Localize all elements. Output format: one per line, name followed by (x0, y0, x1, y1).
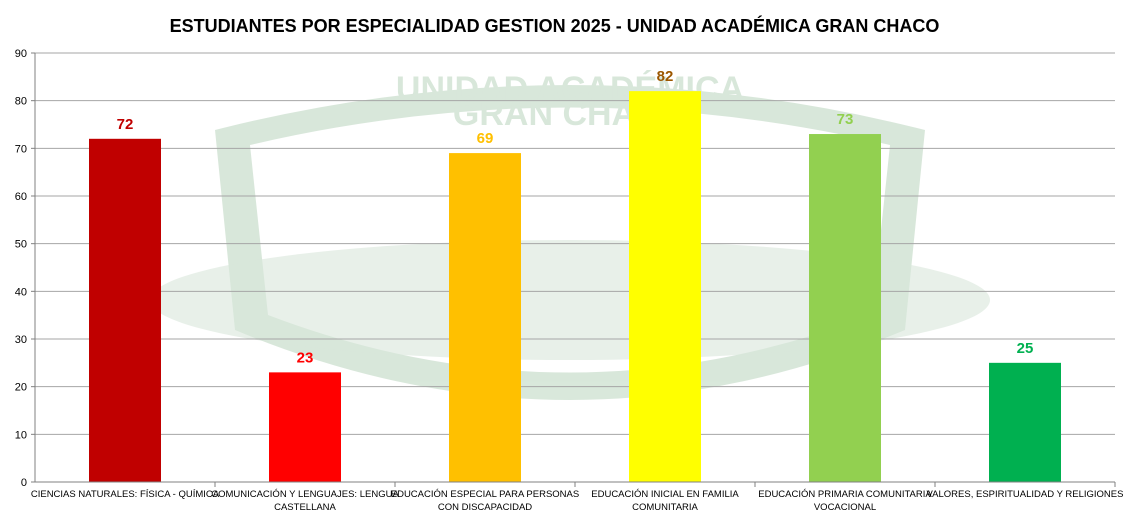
data-label: 82 (657, 68, 674, 85)
y-tick-label: 80 (15, 96, 27, 108)
bar (89, 138, 161, 483)
x-tick-label: COMUNICACIÓN Y LENGUAJES: LENGUA (211, 489, 399, 500)
y-tick-label: 40 (15, 286, 27, 298)
y-tick-label: 0 (21, 477, 27, 489)
x-tick-label: COMUNITARIA (632, 502, 698, 513)
bar (269, 372, 341, 482)
bar (989, 362, 1061, 482)
y-tick-label: 70 (15, 143, 27, 155)
x-tick-label: CON DISCAPACIDAD (438, 502, 532, 513)
watermark-shield (215, 85, 925, 400)
bar (629, 91, 701, 482)
y-tick-label: 90 (15, 48, 27, 60)
x-tick-label: VOCACIONAL (814, 502, 876, 513)
x-tick-label: EDUCACIÓN PRIMARIA COMUNITARIA (758, 489, 932, 500)
watermark-ribbon (150, 240, 990, 360)
y-tick-label: 50 (15, 239, 27, 251)
y-tick-label: 20 (15, 382, 27, 394)
x-tick-label: VALORES, ESPIRITUALIDAD Y RELIGIONES (927, 489, 1124, 500)
data-label: 69 (477, 130, 494, 147)
x-tick-label: EDUCACIÓN ESPECIAL PARA PERSONAS (391, 489, 579, 500)
x-tick-label: CASTELLANA (274, 502, 336, 513)
x-tick-label: EDUCACIÓN INICIAL EN FAMILIA (591, 489, 739, 500)
y-tick-label: 30 (15, 334, 27, 346)
bar (809, 134, 881, 483)
data-label: 72 (117, 116, 134, 133)
data-label: 73 (837, 111, 854, 128)
bar (449, 153, 521, 482)
x-tick-label: CIENCIAS NATURALES: FÍSICA - QUÍMICA (31, 489, 220, 500)
data-label: 25 (1017, 340, 1034, 357)
chart-title: ESTUDIANTES POR ESPECIALIDAD GESTION 202… (169, 16, 940, 36)
watermark-shield-inner (250, 107, 890, 373)
y-tick-label: 10 (15, 429, 27, 441)
data-label: 23 (297, 349, 314, 366)
y-tick-label: 60 (15, 191, 27, 203)
